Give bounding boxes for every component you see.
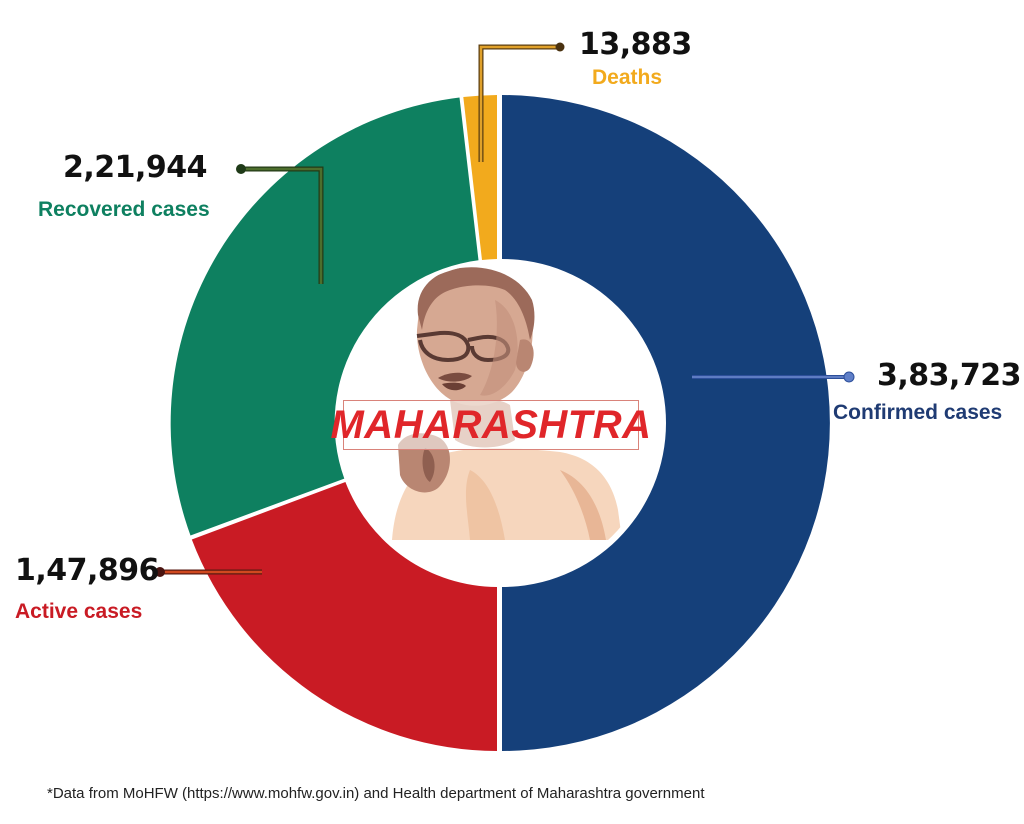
center-title: MAHARASHTRA xyxy=(330,400,651,450)
segment-deaths xyxy=(463,95,497,260)
connector-confirmed xyxy=(692,371,855,383)
connector-recovered xyxy=(236,164,324,284)
segment-active xyxy=(191,482,498,751)
deaths-value: 13,883 xyxy=(579,27,692,62)
segment-recovered xyxy=(170,97,479,536)
connector-deaths xyxy=(478,42,565,162)
connector-active xyxy=(155,567,262,577)
active-value: 1,47,896 xyxy=(15,553,160,588)
confirmed-value: 3,83,723 xyxy=(877,358,1022,393)
segment-confirmed xyxy=(502,95,830,751)
deaths-label: Deaths xyxy=(592,66,663,89)
recovered-value: 2,21,944 xyxy=(63,150,208,185)
confirmed-label: Confirmed cases xyxy=(833,401,1003,424)
source-footnote: *Data from MoHFW (https://www.mohfw.gov.… xyxy=(47,785,705,802)
active-label: Active cases xyxy=(15,600,143,623)
recovered-label: Recovered cases xyxy=(38,198,210,221)
